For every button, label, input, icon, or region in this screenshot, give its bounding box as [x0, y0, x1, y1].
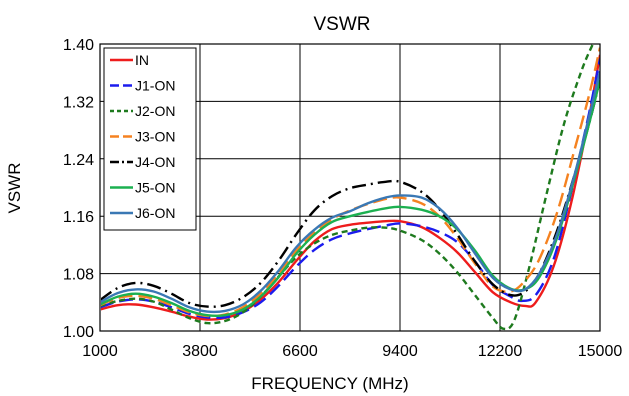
- series-line-in: [101, 54, 600, 321]
- x-tick-label: 15000: [578, 343, 623, 360]
- tick-labels: 1000 3800 6600 9400 12200 15000 1.00 1.08 1.16 1.…: [63, 37, 622, 360]
- legend-label: J3-ON: [135, 129, 175, 145]
- y-tick-label: 1.24: [63, 152, 94, 169]
- y-tick-label: 1.08: [63, 267, 94, 284]
- legend-label: IN: [135, 52, 149, 68]
- legend-label: J4-ON: [135, 154, 175, 170]
- x-tick-label: 12200: [478, 343, 523, 360]
- legend-label: J2-ON: [135, 103, 175, 119]
- legend-label: J1-ON: [135, 78, 175, 94]
- y-tick-label: 1.40: [63, 37, 94, 54]
- series-line-j1-on: [101, 58, 600, 320]
- series-line-j4-on: [101, 79, 600, 308]
- y-tick-label: 1.00: [63, 324, 94, 341]
- legend: IN J1-ON J2-ON J3-ON J4-ON J5-ON J6-ON: [103, 47, 197, 231]
- x-tick-label: 1000: [82, 343, 118, 360]
- series-lines: [101, 44, 600, 331]
- legend-label: J5-ON: [135, 180, 175, 196]
- x-tick-label: 9400: [382, 343, 418, 360]
- series-line-j6-on: [101, 71, 600, 314]
- legend-label: J6-ON: [135, 205, 175, 221]
- y-tick-label: 1.16: [63, 209, 94, 226]
- y-axis-title: VSWR: [5, 163, 24, 214]
- x-axis-title: FREQUENCY (MHz): [251, 374, 408, 393]
- y-tick-label: 1.32: [63, 94, 94, 111]
- chart-title: VSWR: [314, 14, 371, 35]
- legend-box: [103, 47, 197, 231]
- x-tick-label: 6600: [282, 343, 318, 360]
- series-line-j2-on: [101, 44, 595, 331]
- plot-frame: [99, 43, 601, 332]
- x-tick-label: 3800: [182, 343, 218, 360]
